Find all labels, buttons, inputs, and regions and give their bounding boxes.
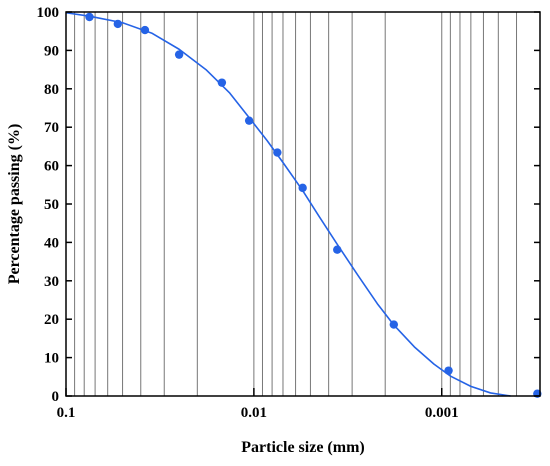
axis-ticks (65, 11, 540, 397)
y-tick-label: 50 (44, 197, 59, 213)
grid-lines (74, 12, 518, 396)
x-tick-label: 0.001 (425, 405, 459, 421)
y-tick-label: 30 (44, 274, 59, 290)
data-point (298, 183, 307, 193)
y-axis-title: Percentage passing (%) (6, 124, 23, 285)
data-point (85, 12, 94, 22)
data-points-layer (85, 12, 542, 398)
y-tick-label: 0 (52, 389, 60, 405)
data-point (140, 25, 150, 35)
y-tick-label: 100 (37, 5, 60, 21)
data-point (174, 50, 184, 59)
y-tick-label: 80 (44, 82, 59, 98)
y-tick-label: 90 (44, 43, 59, 59)
x-axis-title: Particle size (mm) (241, 439, 364, 456)
y-tick-label: 10 (44, 351, 59, 367)
data-point (333, 245, 342, 254)
data-point (244, 116, 254, 125)
y-tick-label: 60 (44, 159, 59, 175)
data-point (113, 19, 123, 29)
plot-frame (65, 11, 541, 397)
x-tick-label: 0.1 (57, 405, 76, 421)
y-tick-label: 20 (44, 312, 59, 328)
y-tick-label: 40 (44, 235, 59, 251)
fitted-curve (65, 11, 511, 397)
data-point (444, 366, 453, 375)
x-tick-label: 0.01 (241, 405, 267, 421)
data-point (273, 148, 282, 157)
data-point (217, 78, 227, 87)
tick-labels: 0 10 20 30 40 50 60 70 80 90 100 0.1 0.01 0.001 (37, 5, 459, 421)
fitted-curve-layer (65, 11, 511, 397)
y-tick-label: 70 (44, 120, 59, 136)
data-point (389, 320, 399, 329)
